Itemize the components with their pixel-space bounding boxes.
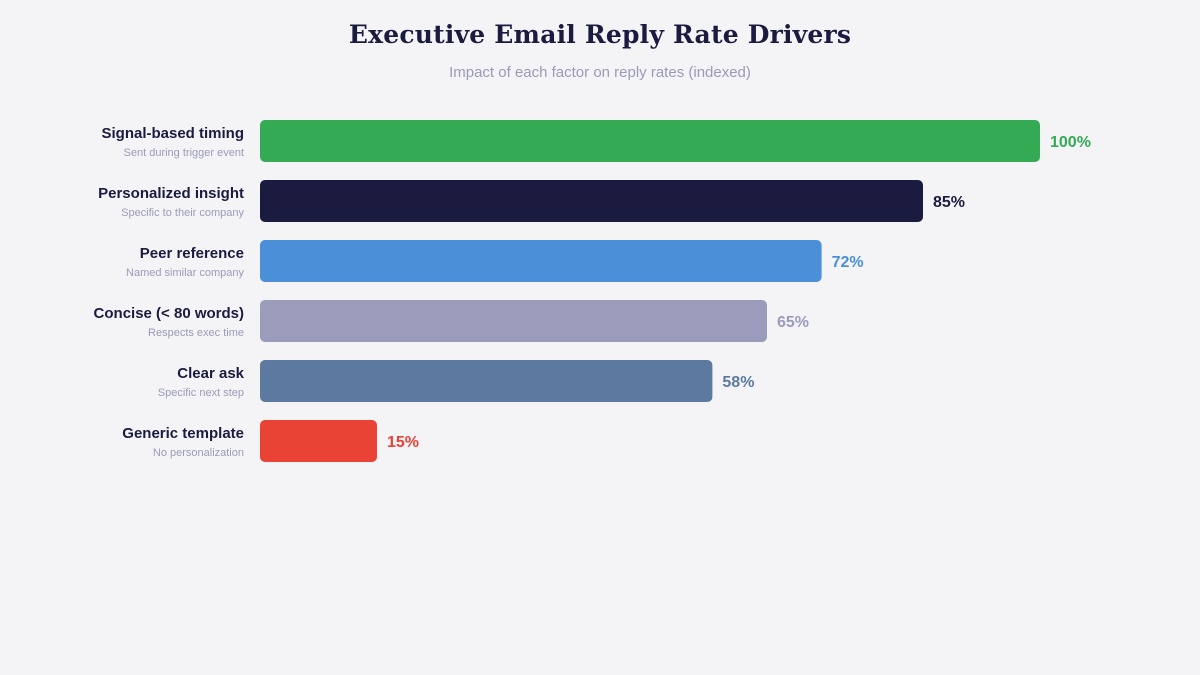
bar	[260, 240, 822, 282]
category-label: Concise (< 80 words)	[94, 305, 244, 322]
category-description: Specific next step	[158, 387, 244, 399]
chart-title: Executive Email Reply Rate Drivers	[348, 20, 852, 49]
category-label: Clear ask	[177, 365, 244, 382]
category-label: Generic template	[122, 425, 244, 442]
value-label: 65%	[777, 314, 809, 331]
bar	[260, 120, 1040, 162]
value-label: 85%	[933, 194, 965, 211]
bar	[260, 180, 923, 222]
category-description: Respects exec time	[148, 327, 244, 339]
value-label: 15%	[387, 434, 419, 451]
value-label: 72%	[832, 254, 864, 271]
category-label: Peer reference	[140, 245, 244, 262]
category-description: Sent during trigger event	[124, 147, 244, 159]
value-label: 58%	[722, 374, 754, 391]
category-label: Personalized insight	[98, 185, 244, 202]
bar	[260, 360, 713, 402]
category-description: Named similar company	[126, 267, 244, 279]
category-description: No personalization	[153, 447, 244, 459]
value-label: 100%	[1050, 134, 1091, 151]
bar	[260, 300, 767, 342]
category-description: Specific to their company	[121, 207, 244, 219]
bar	[260, 420, 377, 462]
category-label: Signal-based timing	[101, 125, 244, 142]
chart-subtitle: Impact of each factor on reply rates (in…	[449, 64, 751, 81]
